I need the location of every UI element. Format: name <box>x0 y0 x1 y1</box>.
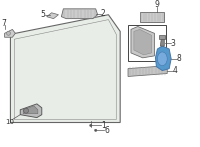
Polygon shape <box>155 46 171 71</box>
Text: 1: 1 <box>101 121 106 130</box>
Polygon shape <box>128 66 167 76</box>
Text: 10: 10 <box>5 118 14 125</box>
Text: 4: 4 <box>173 66 177 75</box>
Text: 5: 5 <box>40 10 45 19</box>
FancyBboxPatch shape <box>159 35 165 39</box>
Polygon shape <box>20 104 42 118</box>
Circle shape <box>7 31 10 35</box>
Polygon shape <box>23 106 38 114</box>
Text: 6: 6 <box>104 126 109 135</box>
Circle shape <box>95 129 97 132</box>
Polygon shape <box>131 26 154 58</box>
Text: 9: 9 <box>155 0 160 9</box>
Polygon shape <box>5 29 15 37</box>
Polygon shape <box>160 38 164 46</box>
Circle shape <box>90 124 92 127</box>
Circle shape <box>24 108 29 113</box>
Ellipse shape <box>157 52 167 66</box>
Text: 3: 3 <box>171 39 176 48</box>
Polygon shape <box>10 15 120 122</box>
Text: 7: 7 <box>1 19 6 28</box>
Polygon shape <box>47 13 58 19</box>
Polygon shape <box>134 29 152 55</box>
Polygon shape <box>61 9 98 19</box>
Text: 2: 2 <box>100 9 105 18</box>
Text: 8: 8 <box>177 54 181 63</box>
Polygon shape <box>140 12 164 22</box>
